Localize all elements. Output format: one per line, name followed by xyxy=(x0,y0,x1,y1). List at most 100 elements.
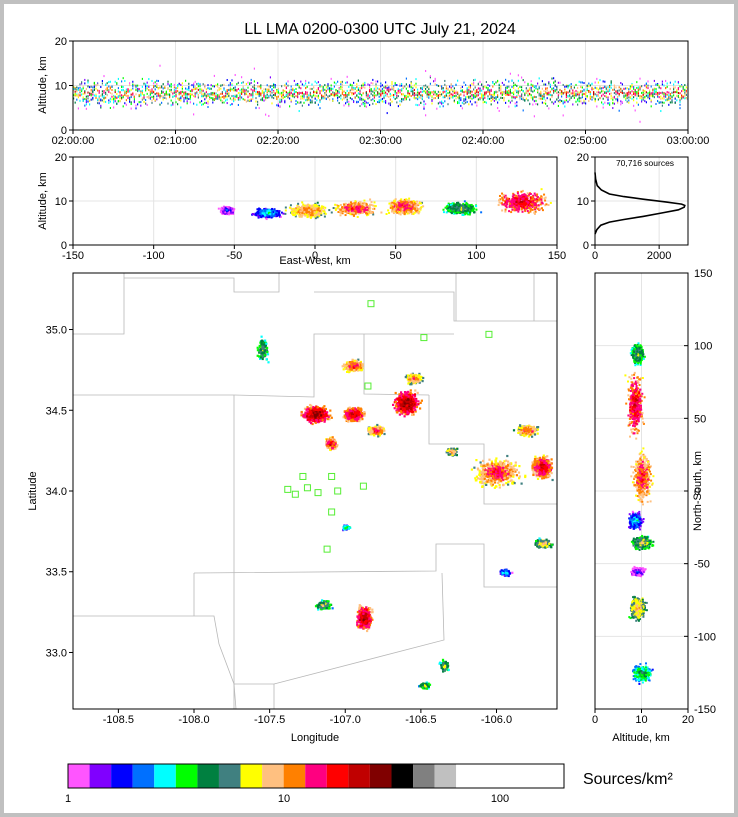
source-mark xyxy=(313,215,316,218)
source-mark xyxy=(308,214,311,217)
source-mark xyxy=(639,86,641,89)
source-mark xyxy=(540,207,543,210)
source-mark xyxy=(84,104,86,107)
source-mark xyxy=(465,101,467,104)
source-mark xyxy=(323,209,326,212)
source-mark xyxy=(465,83,467,86)
source-mark xyxy=(553,77,555,80)
source-mark xyxy=(337,94,339,97)
source-mark xyxy=(140,91,142,94)
source-mark xyxy=(655,102,657,105)
source-mark xyxy=(530,83,532,86)
source-mark xyxy=(183,92,185,95)
source-mark xyxy=(618,86,620,89)
source-mark xyxy=(390,202,393,205)
source-mark xyxy=(119,91,121,94)
source-mark xyxy=(357,79,359,82)
source-mark xyxy=(273,83,275,86)
source-mark xyxy=(468,206,471,209)
source-mark xyxy=(369,95,371,98)
source-mark xyxy=(436,84,438,87)
source-mark xyxy=(359,205,362,208)
source-mark xyxy=(345,96,347,99)
source-mark xyxy=(369,96,371,99)
source-mark xyxy=(172,92,174,95)
source-mark xyxy=(362,101,364,104)
source-mark xyxy=(413,97,415,100)
source-mark xyxy=(531,199,534,202)
source-mark xyxy=(565,92,567,95)
source-mark xyxy=(199,89,201,92)
source-mark xyxy=(381,84,383,87)
source-mark xyxy=(145,89,147,92)
source-mark xyxy=(292,93,294,96)
source-mark xyxy=(431,95,433,98)
source-mark xyxy=(453,87,455,90)
source-mark xyxy=(441,102,443,105)
source-mark xyxy=(263,96,265,99)
source-mark xyxy=(473,81,475,84)
source-mark xyxy=(364,98,366,101)
source-mark xyxy=(340,97,342,100)
source-mark xyxy=(404,202,407,205)
source-mark xyxy=(441,100,443,103)
source-mark xyxy=(469,95,471,98)
source-mark xyxy=(548,90,550,93)
source-mark xyxy=(556,98,558,101)
source-mark xyxy=(226,90,228,93)
lma-figure: LL LMA 0200-0300 UTC July 21, 2024 02:00… xyxy=(27,21,716,805)
source-mark xyxy=(562,102,564,105)
source-mark xyxy=(464,209,467,212)
source-mark xyxy=(460,93,462,96)
source-mark xyxy=(503,202,506,205)
source-mark xyxy=(290,94,292,97)
source-mark xyxy=(316,89,318,92)
source-mark xyxy=(669,81,671,84)
source-mark xyxy=(399,84,401,87)
source-mark xyxy=(625,92,627,95)
source-mark xyxy=(285,87,287,90)
source-mark xyxy=(666,82,668,85)
source-mark xyxy=(493,94,495,97)
source-mark xyxy=(389,95,391,98)
source-mark xyxy=(676,95,678,98)
source-mark xyxy=(532,194,535,197)
source-mark xyxy=(490,88,492,91)
source-mark xyxy=(76,86,78,89)
source-mark xyxy=(397,91,399,94)
source-mark xyxy=(81,81,83,84)
source-mark xyxy=(398,200,401,203)
source-mark xyxy=(141,77,143,80)
source-mark xyxy=(297,202,300,205)
source-mark xyxy=(151,88,153,91)
source-mark xyxy=(554,100,556,103)
source-mark xyxy=(466,100,468,103)
source-mark xyxy=(314,217,317,220)
source-mark xyxy=(441,93,443,96)
source-mark xyxy=(314,101,316,104)
source-mark xyxy=(386,112,388,115)
source-mark xyxy=(386,93,388,96)
source-mark xyxy=(366,208,369,211)
source-mark xyxy=(446,205,449,208)
source-mark xyxy=(338,95,340,98)
source-mark xyxy=(452,93,454,96)
source-mark xyxy=(287,84,289,87)
source-mark xyxy=(185,87,187,90)
source-mark xyxy=(456,211,459,214)
source-mark xyxy=(673,94,675,97)
source-mark xyxy=(237,88,239,91)
source-mark xyxy=(593,93,595,96)
source-mark xyxy=(522,196,525,199)
source-mark xyxy=(133,84,135,87)
source-mark xyxy=(436,107,438,110)
source-mark xyxy=(312,214,315,217)
source-mark xyxy=(540,198,543,201)
source-mark xyxy=(399,103,401,106)
source-mark xyxy=(405,83,407,86)
source-mark xyxy=(417,203,420,206)
source-mark xyxy=(309,92,311,95)
source-mark xyxy=(397,208,400,211)
source-mark xyxy=(434,93,436,96)
source-mark xyxy=(547,204,550,207)
